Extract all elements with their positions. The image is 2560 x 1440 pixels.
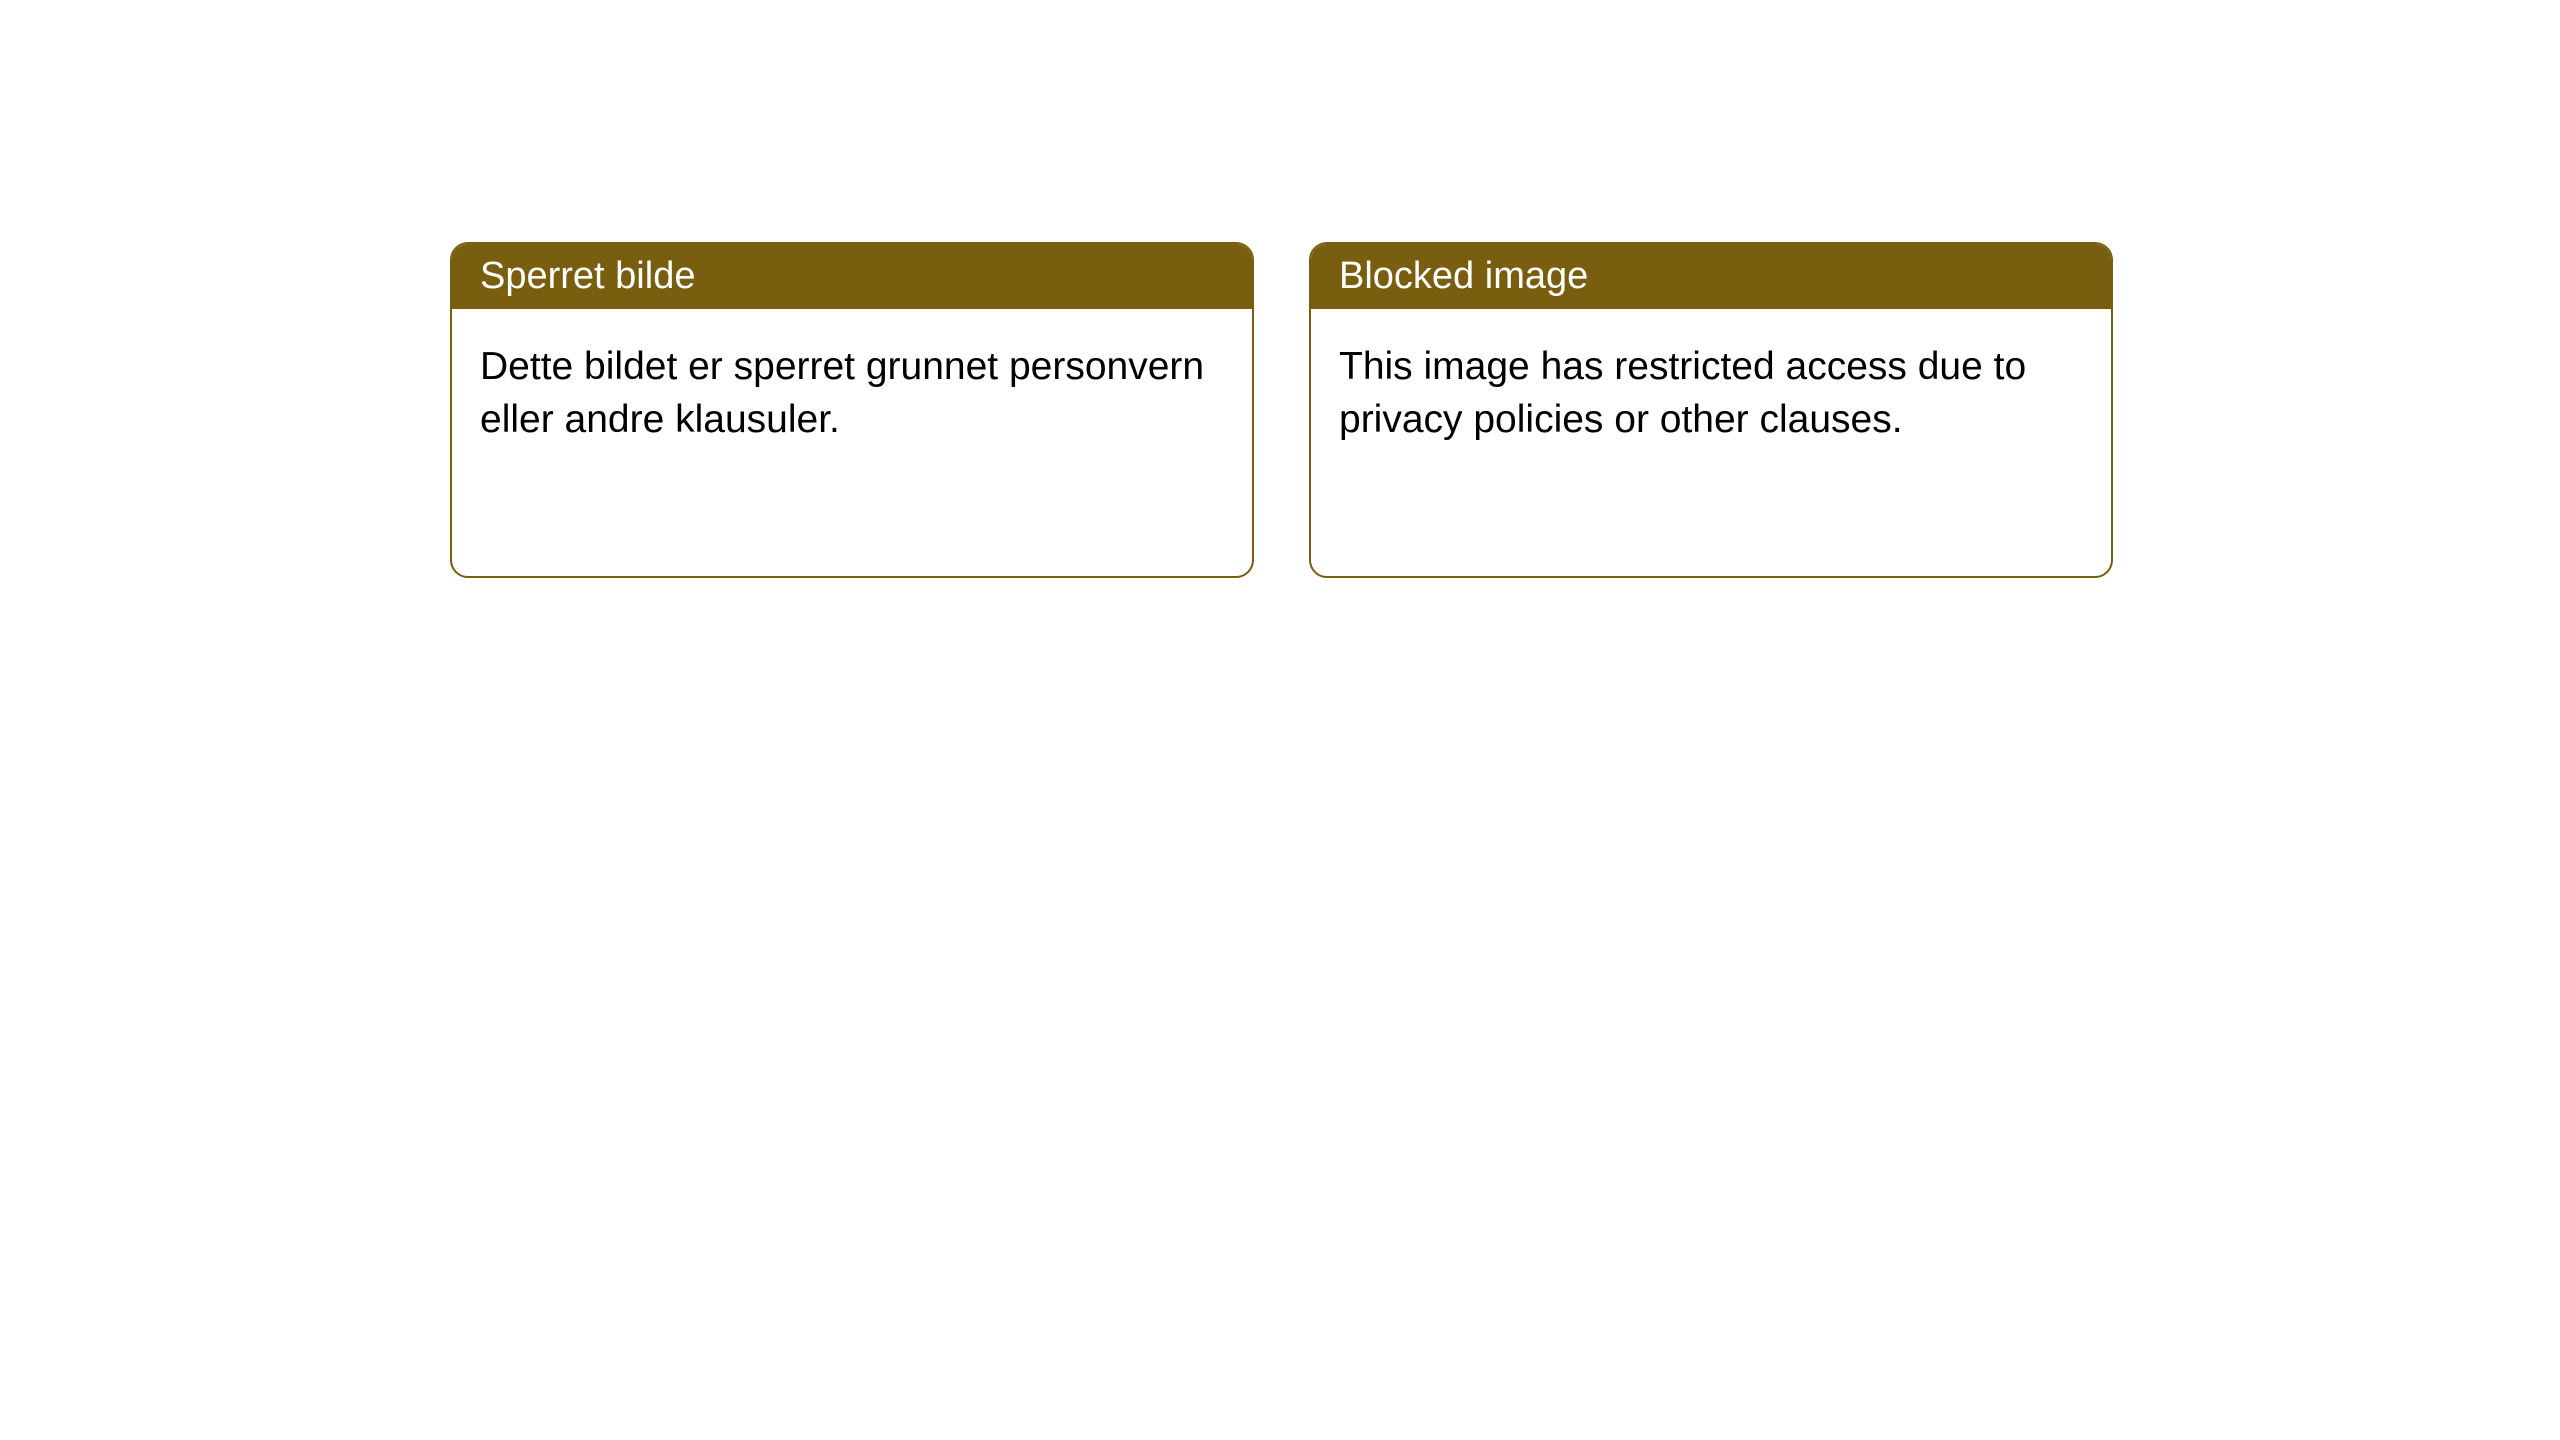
notice-body: Dette bildet er sperret grunnet personve… <box>452 309 1252 478</box>
notice-container: Sperret bilde Dette bildet er sperret gr… <box>450 242 2113 578</box>
notice-card-english: Blocked image This image has restricted … <box>1309 242 2113 578</box>
notice-title: Sperret bilde <box>452 244 1252 309</box>
notice-title: Blocked image <box>1311 244 2111 309</box>
notice-card-norwegian: Sperret bilde Dette bildet er sperret gr… <box>450 242 1254 578</box>
notice-body: This image has restricted access due to … <box>1311 309 2111 478</box>
